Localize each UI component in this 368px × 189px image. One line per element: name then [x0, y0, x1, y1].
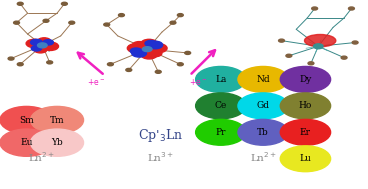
Circle shape: [132, 50, 146, 57]
Circle shape: [61, 2, 67, 5]
Circle shape: [145, 40, 157, 46]
Text: Sm: Sm: [19, 115, 34, 125]
Circle shape: [352, 41, 358, 44]
Circle shape: [308, 62, 314, 65]
Text: +e$^-$: +e$^-$: [189, 77, 207, 87]
Circle shape: [38, 38, 51, 45]
Circle shape: [312, 7, 318, 10]
Text: Ln$^{2+}$: Ln$^{2+}$: [250, 151, 277, 164]
Circle shape: [279, 39, 284, 42]
Circle shape: [126, 68, 132, 71]
Circle shape: [132, 42, 146, 48]
Circle shape: [42, 42, 59, 50]
Circle shape: [196, 93, 246, 119]
Text: Cp$'_3$Ln: Cp$'_3$Ln: [138, 127, 183, 144]
Circle shape: [148, 41, 163, 49]
Circle shape: [341, 56, 347, 59]
Circle shape: [26, 39, 42, 48]
Text: Ho: Ho: [299, 101, 312, 110]
Circle shape: [238, 93, 288, 119]
Circle shape: [130, 48, 142, 54]
Circle shape: [0, 129, 53, 156]
Circle shape: [196, 119, 246, 145]
Circle shape: [34, 46, 47, 53]
Circle shape: [149, 50, 162, 57]
Circle shape: [141, 39, 157, 48]
Ellipse shape: [304, 34, 336, 47]
Circle shape: [155, 70, 161, 73]
Text: Eu: Eu: [20, 138, 33, 147]
Circle shape: [43, 19, 49, 22]
Circle shape: [17, 2, 23, 5]
Circle shape: [31, 39, 42, 45]
Text: Tb: Tb: [257, 128, 269, 137]
Text: Er: Er: [300, 128, 311, 137]
Circle shape: [280, 146, 330, 172]
Circle shape: [170, 21, 176, 24]
Circle shape: [104, 23, 110, 26]
Circle shape: [14, 21, 20, 24]
Circle shape: [238, 67, 288, 92]
Circle shape: [8, 57, 14, 60]
Circle shape: [348, 7, 354, 10]
Circle shape: [280, 67, 330, 92]
Circle shape: [31, 106, 84, 134]
Circle shape: [118, 14, 124, 17]
Text: Dy: Dy: [299, 75, 312, 84]
Text: Gd: Gd: [256, 101, 270, 110]
Circle shape: [280, 93, 330, 119]
Circle shape: [149, 44, 167, 53]
Circle shape: [314, 44, 323, 49]
Circle shape: [38, 43, 47, 48]
Circle shape: [107, 63, 113, 66]
Circle shape: [185, 51, 191, 54]
Circle shape: [0, 106, 53, 134]
Text: Nd: Nd: [256, 75, 270, 84]
Circle shape: [69, 21, 75, 24]
Circle shape: [31, 46, 42, 51]
Text: Ln$^{2+}$: Ln$^{2+}$: [28, 151, 55, 164]
Circle shape: [43, 40, 53, 45]
Circle shape: [142, 47, 152, 52]
Circle shape: [177, 14, 183, 17]
Circle shape: [141, 51, 157, 59]
Text: Tm: Tm: [50, 115, 64, 125]
Text: Lu: Lu: [300, 154, 311, 163]
Text: Pr: Pr: [216, 128, 226, 137]
Circle shape: [127, 44, 145, 53]
Circle shape: [17, 63, 23, 66]
Circle shape: [280, 119, 330, 145]
Circle shape: [47, 61, 53, 64]
Text: La: La: [215, 75, 226, 84]
Text: Ce: Ce: [215, 101, 227, 110]
Text: +e$^-$: +e$^-$: [87, 77, 106, 87]
Circle shape: [177, 63, 183, 66]
Circle shape: [238, 119, 288, 145]
Circle shape: [286, 54, 292, 57]
Text: Ln$^{3+}$: Ln$^{3+}$: [146, 151, 174, 164]
Circle shape: [31, 129, 84, 156]
Text: Yb: Yb: [51, 138, 63, 147]
Circle shape: [196, 67, 246, 92]
